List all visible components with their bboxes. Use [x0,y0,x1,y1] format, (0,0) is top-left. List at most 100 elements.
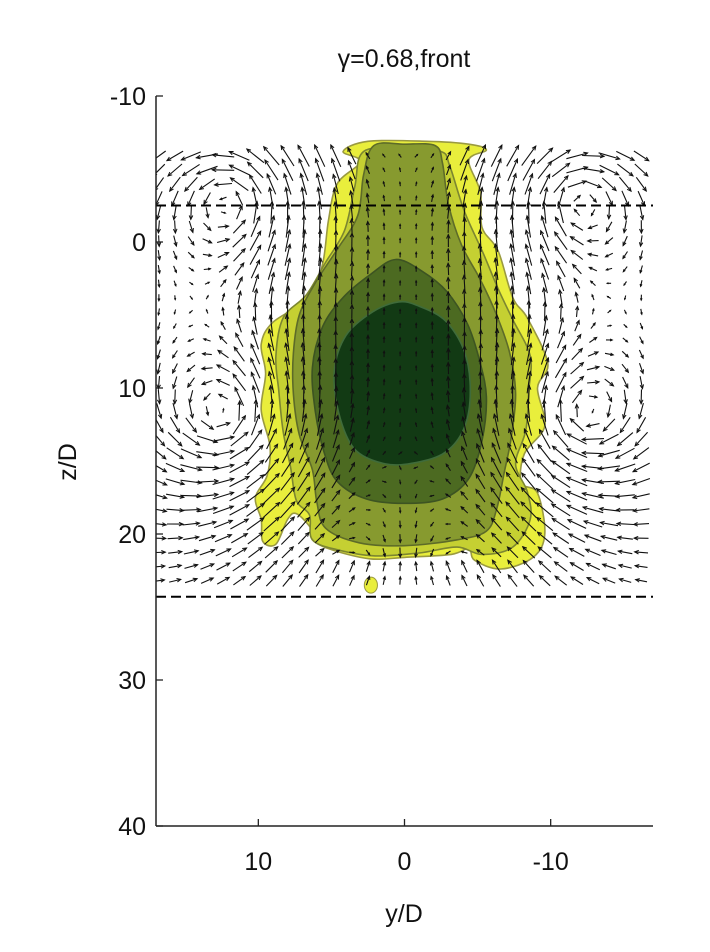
velocity-arrow [415,180,418,187]
velocity-arrow [587,380,601,385]
velocity-arrow [494,313,500,337]
velocity-arrow [215,378,230,386]
velocity-arrow [430,193,435,203]
velocity-arrow [348,491,356,500]
velocity-arrow [430,391,434,401]
velocity-arrow [229,475,251,488]
velocity-arrow [285,285,291,309]
velocity-arrow [187,377,195,389]
velocity-arrow [268,313,274,337]
velocity-arrow [430,363,434,373]
velocity-arrow [382,521,386,528]
velocity-arrow [606,295,612,299]
velocity-arrow [398,251,402,258]
y-tick-label: 20 [118,521,146,549]
velocity-arrow [565,462,588,473]
velocity-arrow [605,191,613,207]
velocity-arrow [622,235,628,247]
velocity-arrow [623,281,627,287]
velocity-arrow [446,276,451,290]
velocity-arrow [167,163,183,177]
velocity-arrow [315,559,325,574]
velocity-arrow [366,434,370,443]
velocity-arrow [477,172,485,196]
velocity-arrow [212,505,235,515]
velocity-arrow [349,260,355,277]
velocity-arrow [614,463,636,472]
velocity-arrow [475,473,486,490]
velocity-arrow [204,323,210,328]
x-axis-label: y/D [385,900,423,928]
velocity-arrow [267,342,275,365]
velocity-arrow [604,352,615,357]
velocity-arrow [228,150,250,161]
velocity-arrow [173,265,177,274]
velocity-arrow [284,370,290,394]
velocity-arrow [535,516,554,532]
velocity-arrow [246,517,265,531]
velocity-arrow [540,229,550,252]
velocity-arrow [444,508,451,512]
velocity-arrow [540,257,550,280]
velocity-arrow [430,406,434,415]
velocity-arrow [554,216,567,237]
velocity-arrow [211,152,235,158]
velocity-arrow [173,309,177,316]
velocity-arrow [446,261,451,276]
velocity-arrow [216,576,231,585]
velocity-arrow [216,238,231,244]
velocity-arrow [399,393,402,399]
velocity-arrow [269,285,275,308]
velocity-arrow [574,403,580,418]
velocity-arrow [636,417,647,434]
velocity-arrow [349,551,356,554]
velocity-arrow [430,450,434,456]
velocity-arrow [445,448,451,458]
velocity-arrow [596,479,621,485]
velocity-arrow [301,228,307,252]
velocity-arrow [573,208,581,217]
velocity-arrow [607,324,613,327]
velocity-arrow [349,431,355,446]
velocity-arrow [461,430,468,447]
velocity-arrow [188,266,195,272]
velocity-arrow [265,574,278,587]
velocity-arrow [430,278,434,288]
velocity-arrow [606,404,611,419]
velocity-arrow [187,338,195,342]
velocity-arrow [188,390,194,405]
velocity-arrow [623,205,628,221]
velocity-arrow [297,516,311,531]
velocity-arrow [365,479,371,484]
velocity-arrow [505,486,520,505]
velocity-arrow [298,157,309,182]
velocity-arrow [280,531,295,545]
velocity-arrow [538,428,551,449]
velocity-arrow [550,474,571,489]
velocity-arrow [212,435,236,442]
velocity-arrow [382,222,386,230]
velocity-arrow [366,405,371,416]
velocity-arrow [477,228,483,252]
velocity-arrow [299,427,309,450]
velocity-arrow [430,320,434,330]
velocity-arrow [599,520,619,527]
velocity-arrow [156,479,168,486]
velocity-arrow [185,417,198,434]
velocity-arrow [430,335,434,344]
velocity-arrow [587,224,598,230]
velocity-arrow [632,447,650,460]
velocity-arrow [540,342,550,365]
velocity-arrow [280,516,296,532]
velocity-arrow [601,177,617,192]
velocity-arrow [332,173,339,195]
velocity-arrow [331,534,341,542]
velocity-arrow [171,190,179,207]
velocity-arrow [232,414,247,435]
velocity-arrow [203,392,211,401]
velocity-arrow [172,389,178,406]
velocity-arrow [510,313,516,337]
velocity-arrow [250,258,261,279]
velocity-arrow [315,573,324,587]
velocity-arrow [540,356,550,379]
